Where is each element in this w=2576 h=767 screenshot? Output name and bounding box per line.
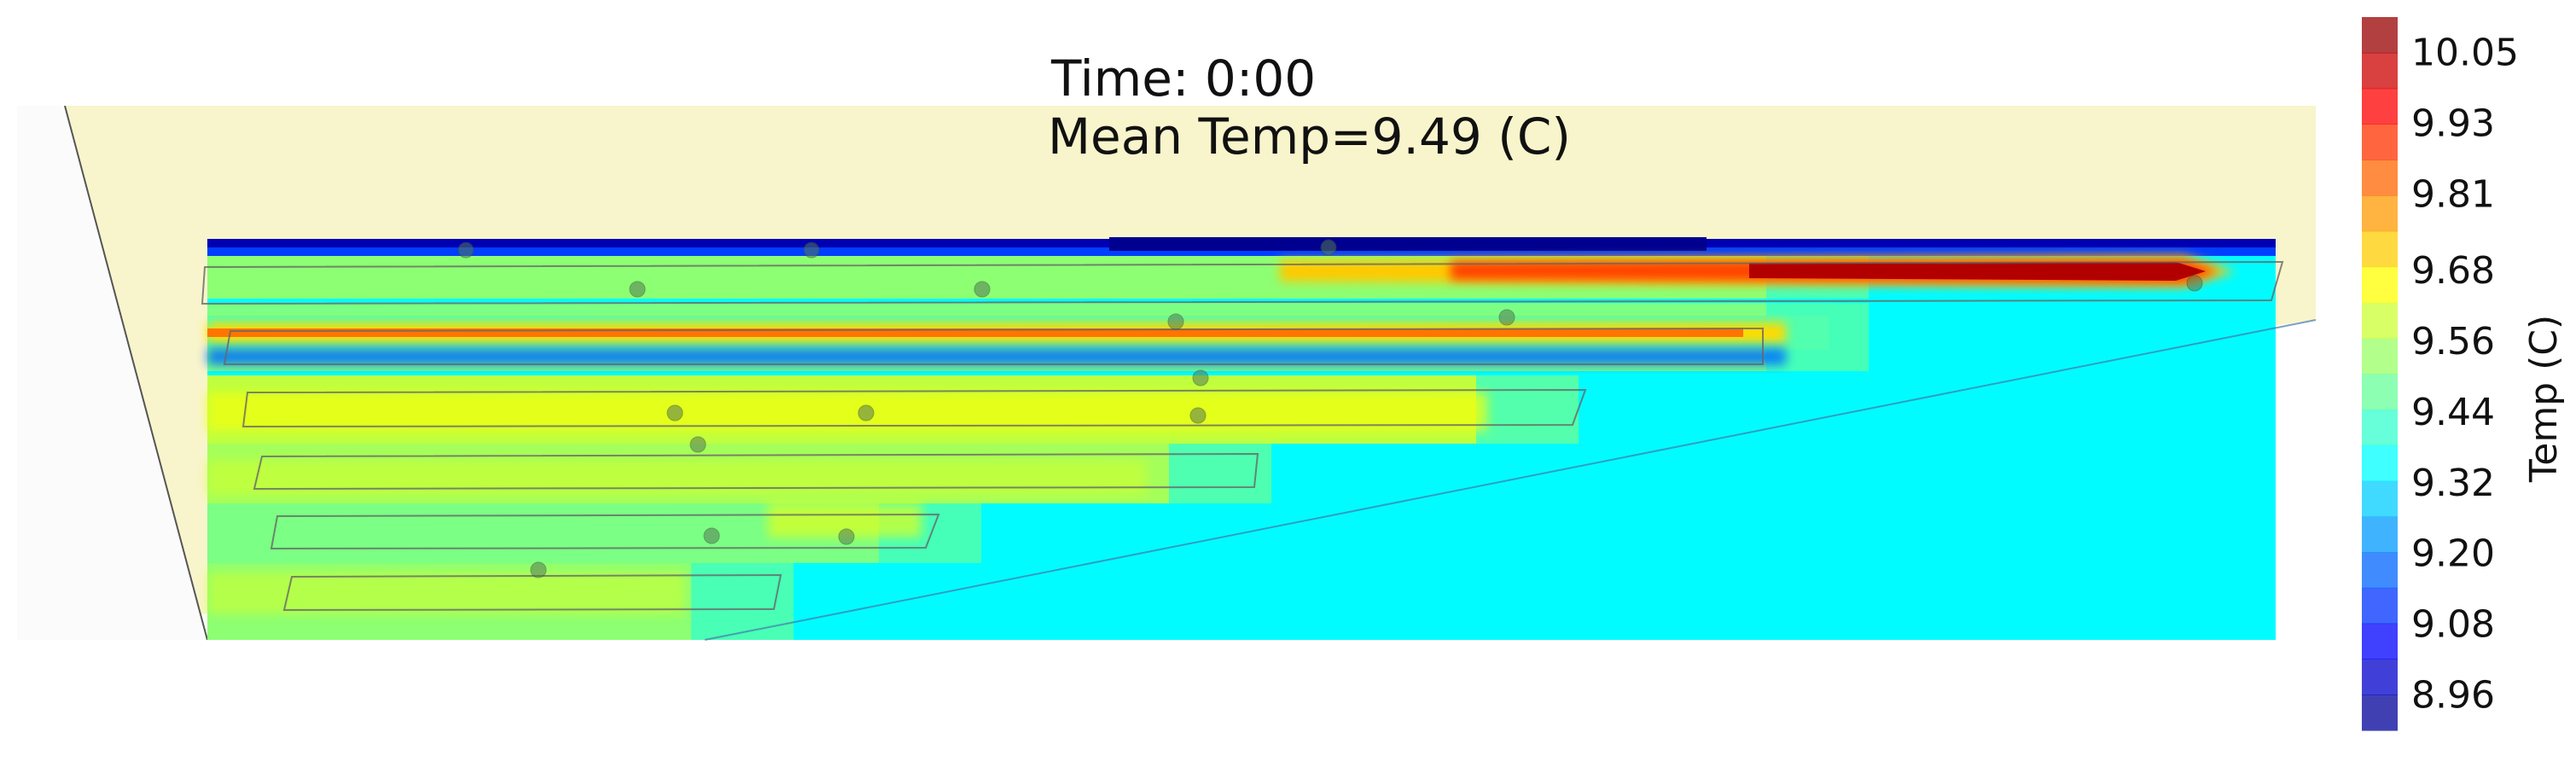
cooling-plate-outline xyxy=(253,452,1259,491)
colorbar-level xyxy=(2362,445,2398,481)
colorbar-level xyxy=(2362,195,2398,232)
wireframe-overlay xyxy=(201,239,2317,641)
colorbar-level xyxy=(2362,52,2398,90)
chart-title-mean-temp: Mean Temp=9.49 (C) xyxy=(1048,107,1571,166)
sensor-probe xyxy=(703,527,720,544)
colorbar-level xyxy=(2362,694,2398,731)
sensor-probe xyxy=(858,404,875,421)
colorbar-level xyxy=(2362,338,2398,375)
sensor-probe xyxy=(1167,313,1184,330)
cooling-plate-outline xyxy=(201,260,2284,305)
colorbar-tick-label: 9.68 xyxy=(2411,249,2495,293)
colorbar-level xyxy=(2362,302,2398,339)
colorbar-level xyxy=(2362,623,2398,660)
warm-region-edge xyxy=(1476,375,1579,444)
volume-left-face xyxy=(17,106,207,640)
chart-title-time: Time: 0:00 xyxy=(1050,49,1316,107)
sensor-probe xyxy=(803,241,820,259)
colorbar-tick-label: 9.81 xyxy=(2411,172,2495,216)
colorbar-tick-label: 9.08 xyxy=(2411,603,2495,647)
volume-left-edge xyxy=(64,105,208,641)
sensor-probe xyxy=(1320,239,1337,256)
colorbar-level xyxy=(2362,88,2398,125)
colorbar-level xyxy=(2362,659,2398,695)
cold-edge xyxy=(207,247,2276,256)
sensor-probe xyxy=(530,561,547,578)
sensor-probe xyxy=(457,241,474,259)
colorbar-level xyxy=(2362,160,2398,196)
colorbar-tick-label: 9.93 xyxy=(2411,102,2495,145)
colorbar: 8.96 9.08 9.20 9.32 9.44 9.56 9.68 9.81 9.93 10.0… xyxy=(2362,17,2519,731)
cold-edge xyxy=(1109,237,1707,251)
colorbar-level xyxy=(2362,480,2398,517)
sensor-probe xyxy=(2186,275,2203,292)
colorbar-level xyxy=(2362,409,2398,446)
volume-diagonal-edge xyxy=(704,319,2317,641)
sensor-probe xyxy=(1498,309,1515,326)
sensor-probe xyxy=(1192,369,1209,386)
sensor-probe xyxy=(629,281,646,298)
sensor-probe xyxy=(689,436,707,453)
colorbar-tick-label: 9.32 xyxy=(2411,462,2495,505)
colorbar-level xyxy=(2362,552,2398,589)
temperature-field xyxy=(207,237,2276,640)
sensor-probe xyxy=(666,404,683,421)
colorbar-label: Temp (C) xyxy=(2522,315,2566,483)
hot-band-core xyxy=(207,328,1743,337)
colorbar-level xyxy=(2362,587,2398,625)
colorbar-tick-label: 9.44 xyxy=(2411,391,2495,434)
colorbar-level xyxy=(2362,17,2398,54)
colorbar-level xyxy=(2362,266,2398,303)
hot-band-core xyxy=(1749,262,2206,281)
colorbar-tick-label: 8.96 xyxy=(2411,674,2495,718)
sensor-probe xyxy=(974,281,991,298)
colorbar-level xyxy=(2362,374,2398,410)
warm-core xyxy=(207,461,1146,495)
colorbar-level xyxy=(2362,124,2398,160)
colorbar-tick-label: 9.20 xyxy=(2411,532,2495,576)
colorbar-tick-label: 10.05 xyxy=(2411,31,2519,74)
cooling-plate-outline xyxy=(241,388,1587,428)
sensor-probe xyxy=(838,528,855,545)
warm-core xyxy=(207,572,685,614)
colorbar-level xyxy=(2362,516,2398,553)
cooling-plate-outline xyxy=(223,327,1764,365)
cooling-plate-outline xyxy=(270,513,940,550)
colorbar-level xyxy=(2362,230,2398,268)
sensor-probe xyxy=(1189,407,1207,424)
cold-band-below xyxy=(207,348,1786,365)
colorbar-tick-label: 9.56 xyxy=(2411,320,2495,363)
cooling-plate-outline xyxy=(282,573,782,612)
